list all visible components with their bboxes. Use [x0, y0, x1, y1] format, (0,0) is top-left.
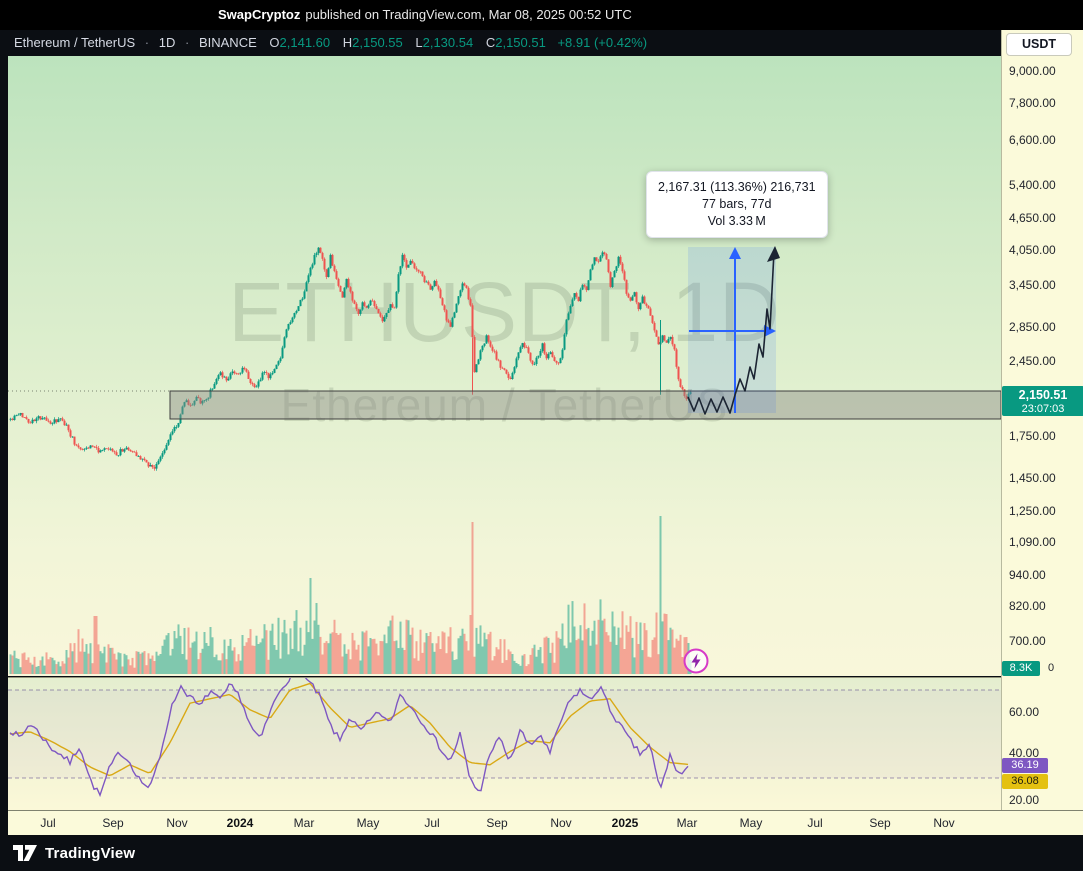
time-scale-label: Jul: [424, 816, 440, 830]
close-label: C: [485, 35, 496, 50]
price-scale[interactable]: USDT 9,000.00 7,800.00 6,600.00 5,400.00 4,6…: [1001, 30, 1083, 810]
price-scale-label: 4,050.00: [1009, 243, 1056, 257]
time-scale-label: Sep: [102, 816, 124, 830]
time-scale-label: 2025: [611, 816, 639, 830]
time-scale-label: Sep: [869, 816, 891, 830]
high-value: 2,150.55: [352, 35, 403, 50]
time-scale-label: Nov: [550, 816, 572, 830]
price-pane[interactable]: ETHUSDT, 1D Ethereum / TetherUS: [8, 56, 1001, 676]
current-price: 2,150.51: [1018, 388, 1068, 402]
price-scale-label: 60.00: [1009, 705, 1040, 719]
attribution-text: published on TradingView.com, Mar 08, 20…: [305, 7, 632, 22]
candlestick-chart-canvas[interactable]: [8, 56, 1001, 676]
exchange-label: BINANCE: [198, 35, 257, 50]
price-scale-label: 1,090.00: [1009, 535, 1056, 549]
low-label: L: [415, 35, 423, 50]
price-scale-label: 1,750.00: [1009, 429, 1056, 443]
price-scale-label: 4,650.00: [1009, 211, 1056, 225]
time-scale-label: Mar: [293, 816, 315, 830]
volume-zero-label: 0: [1048, 662, 1055, 674]
rsi-ma-value-badge: 36.08: [1002, 774, 1048, 789]
price-scale-label: 7,800.00: [1009, 96, 1056, 110]
time-scale-label: Nov: [166, 816, 188, 830]
author-name: SwapCryptoz: [218, 7, 301, 22]
measure-bars: 77 bars, 77d: [702, 197, 772, 211]
rsi-pane[interactable]: [8, 677, 1001, 810]
price-scale-label: 20.00: [1009, 793, 1040, 807]
measure-change: 2,167.31 (113.36%) 216,731: [658, 180, 816, 194]
separator-dot: ·: [144, 35, 150, 50]
change-value: +8.91 (+0.42%): [557, 35, 648, 50]
price-scale-label: 9,000.00: [1009, 64, 1056, 78]
price-scale-label: 1,450.00: [1009, 471, 1056, 485]
close-value: 2,150.51: [495, 35, 546, 50]
price-scale-label: 2,450.00: [1009, 354, 1056, 368]
open-label: O: [269, 35, 280, 50]
flash-icon[interactable]: [682, 647, 710, 675]
symbol-name[interactable]: Ethereum / TetherUS: [14, 35, 136, 50]
time-scale-label: 2024: [226, 816, 254, 830]
price-scale-label: 700.00: [1009, 634, 1046, 648]
price-scale-label: 6,600.00: [1009, 133, 1056, 147]
time-scale-label: Mar: [676, 816, 698, 830]
price-scale-label: 820.00: [1009, 599, 1046, 613]
brand-name[interactable]: TradingView: [45, 844, 136, 862]
measure-volume: Vol 3.33 M: [707, 214, 766, 228]
time-scale-label: May: [356, 816, 380, 830]
volume-value-badge: 8.3K: [1002, 661, 1040, 676]
rsi-value-badge: 36.19: [1002, 758, 1048, 773]
time-scale-label: May: [739, 816, 763, 830]
current-price-badge: 2,150.51 23:07:03: [1002, 386, 1083, 416]
attribution-bar: SwapCryptoz published on TradingView.com,…: [0, 0, 1083, 30]
currency-toggle-button[interactable]: USDT: [1006, 33, 1072, 56]
time-scale-label: Sep: [486, 816, 508, 830]
tradingview-logo-icon[interactable]: [12, 841, 38, 865]
footer-bar: TradingView: [0, 835, 1083, 871]
price-scale-label: 5,400.00: [1009, 178, 1056, 192]
time-scale-label: Jul: [807, 816, 823, 830]
time-scale-label: Jul: [40, 816, 56, 830]
measure-tooltip: 2,167.31 (113.36%) 216,731 77 bars, 77d …: [646, 171, 828, 238]
rsi-chart-canvas[interactable]: [8, 678, 1001, 810]
price-scale-label: 40.00: [1009, 746, 1040, 760]
high-label: H: [342, 35, 353, 50]
price-scale-label: 2,850.00: [1009, 320, 1056, 334]
time-scale-label: Nov: [933, 816, 955, 830]
bar-countdown: 23:07:03: [1021, 403, 1065, 415]
interval-label[interactable]: 1D: [158, 35, 176, 50]
low-value: 2,130.54: [422, 35, 474, 50]
price-scale-label: 1,250.00: [1009, 504, 1056, 518]
time-scale[interactable]: Jul Sep Nov 2024 Mar May Jul Sep Nov 2025 Mar May Ju…: [8, 810, 1083, 835]
open-value: 2,141.60: [279, 35, 331, 50]
price-scale-label: 940.00: [1009, 568, 1046, 582]
price-scale-label: 3,450.00: [1009, 278, 1056, 292]
separator-dot: ·: [185, 35, 190, 50]
symbol-info-bar: Ethereum / TetherUS · 1D · BINANCE O2,14…: [14, 35, 647, 53]
